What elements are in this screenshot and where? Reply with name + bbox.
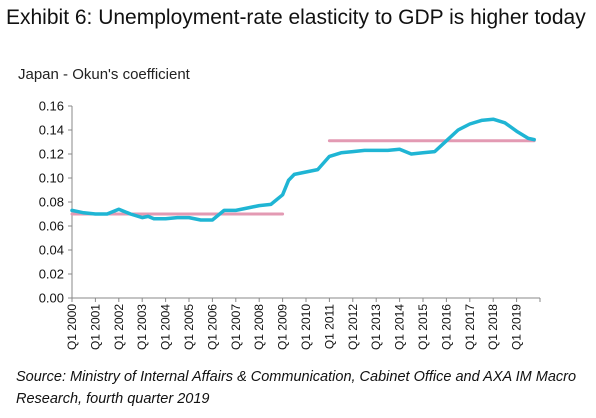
y-tick-label: 0.12 <box>39 147 64 162</box>
x-tick-label: Q1 2000 <box>65 304 79 350</box>
source-note: Source: Ministry of Internal Affairs & C… <box>16 369 577 407</box>
y-tick-label: 0.06 <box>39 219 64 234</box>
x-tick-label: Q1 2011 <box>322 304 336 349</box>
x-tick-label: Q1 2013 <box>369 304 383 350</box>
y-tick-label: 0.14 <box>39 123 64 138</box>
x-tick-label: Q1 2019 <box>510 304 524 350</box>
x-tick-label: Q1 2016 <box>439 304 453 350</box>
x-tick-label: Q1 2006 <box>205 304 219 350</box>
series-layer <box>70 117 536 222</box>
y-axis-label: Japan - Okun's coefficient <box>18 66 190 83</box>
x-tick-label: Q1 2009 <box>276 304 290 350</box>
x-tick-label: Q1 2017 <box>463 304 477 350</box>
x-tick-label: Q1 2003 <box>135 304 149 350</box>
x-tick-label: Q1 2002 <box>112 304 126 350</box>
x-tick-label: Q1 2012 <box>346 304 360 350</box>
y-tick-label: 0.10 <box>39 171 64 186</box>
y-tick-label: 0.02 <box>39 267 64 282</box>
x-tick-label: Q1 2018 <box>486 304 500 350</box>
x-tick-label: Q1 2005 <box>182 304 196 350</box>
x-tick-label: Q1 2008 <box>252 304 266 350</box>
series-line-okun-coefficient <box>70 117 536 222</box>
x-tick-label: Q1 2010 <box>299 304 313 350</box>
x-tick-label: Q1 2015 <box>416 304 430 350</box>
x-tick-label: Q1 2001 <box>88 304 102 350</box>
y-tick-label: 0.08 <box>39 195 64 210</box>
x-tick-label: Q1 2014 <box>393 304 407 350</box>
chart-title: Exhibit 6: Unemployment-rate elasticity … <box>6 6 586 29</box>
y-tick-label: 0.04 <box>39 243 64 258</box>
y-tick-label: 0.00 <box>39 291 64 306</box>
y-axis: 0.00 0.02 0.04 0.06 0.08 0.10 0.12 0.14 0.16 <box>39 99 73 306</box>
okun-coefficient-chart: 0.00 0.02 0.04 0.06 0.08 0.10 0.12 0.14 0.16 Q1 … <box>39 99 541 350</box>
y-tick-label: 0.16 <box>39 99 64 114</box>
x-tick-label: Q1 2007 <box>229 304 243 350</box>
x-axis: Q1 2000 Q1 2001 Q1 2002 Q1 2003 Q1 2004 Q1 20… <box>65 297 541 350</box>
x-tick-label: Q1 2004 <box>159 304 173 350</box>
